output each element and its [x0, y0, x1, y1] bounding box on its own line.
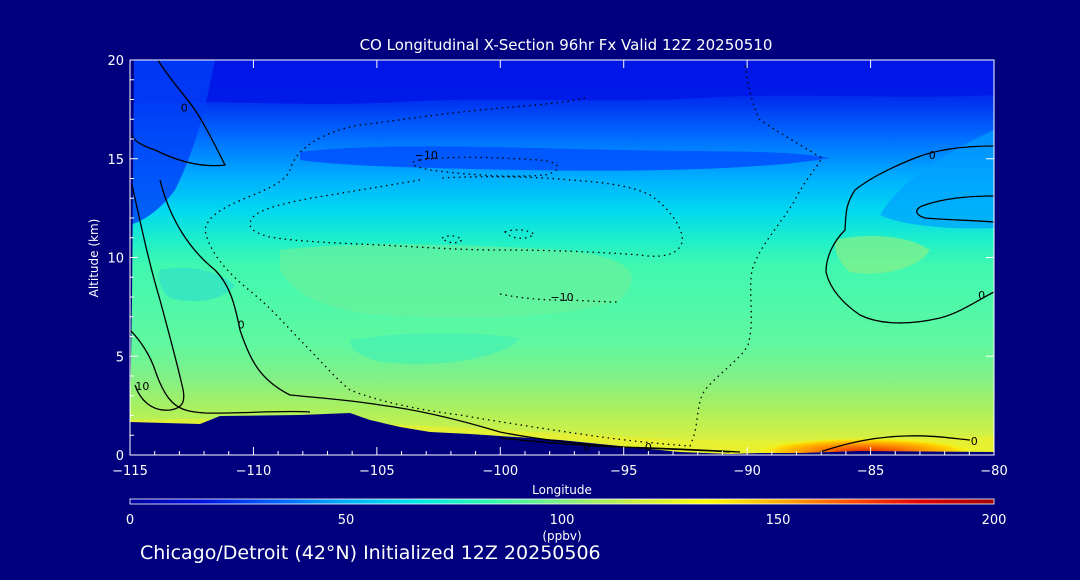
x-axis: −115 −110 −105 −100 −95 −90 −85 −80: [112, 60, 1008, 479]
contour-label: 0: [929, 149, 936, 162]
y-tick-label: 15: [107, 153, 124, 168]
contour-labels: 0 0 10 −10 −10 0 0 0 0 0: [135, 101, 985, 454]
y-tick-label: 10: [107, 252, 124, 267]
contour-minus10-lower: [499, 293, 621, 303]
contour-label: 10: [135, 380, 149, 393]
co-low-layer-top: [130, 60, 994, 104]
contour-minus10-center: [411, 156, 559, 177]
x-tick-label: −110: [236, 464, 272, 479]
contour-lines-dotted: [204, 64, 823, 447]
colorbar: [129, 498, 995, 505]
colorbar-tick-label: 100: [550, 513, 575, 528]
contour-lines-solid: [130, 60, 994, 453]
co-blue-region-right: [880, 130, 994, 229]
x-tick-label: −80: [980, 464, 1007, 479]
y-axis: 0 5 10 15 20: [107, 54, 994, 464]
contour-label: 0: [971, 435, 978, 448]
contour-label: 0: [583, 441, 590, 454]
y-tick-label: 0: [116, 449, 124, 464]
co-blue-wedge-left: [130, 60, 215, 225]
colorbar-tick-label: 200: [982, 513, 1007, 528]
x-tick-label: −95: [610, 464, 637, 479]
contour-zero-right-upper: [825, 145, 994, 324]
colorbar-tick-label: 50: [338, 513, 355, 528]
contour-label: 0: [238, 319, 245, 332]
colorbar-unit-label: (ppbv): [542, 529, 581, 543]
y-tick-label: 20: [107, 54, 124, 69]
contour-zero-right-surface: [819, 435, 971, 453]
contour-label: 0: [645, 441, 652, 454]
x-tick-label: −90: [733, 464, 760, 479]
x-tick-label: −105: [359, 464, 395, 479]
contour-zero-left-upper: [131, 60, 226, 167]
contour-label: 0: [978, 289, 985, 302]
contour-minus10-inner: [249, 176, 683, 257]
x-tick-label: −100: [482, 464, 518, 479]
colorbar-tick-label: 0: [126, 513, 134, 528]
contour-zero-left-lower: [131, 184, 185, 411]
contour-label: −10: [415, 149, 438, 162]
y-axis-label: Altitude (km): [87, 219, 101, 298]
co-cyan-patch-left: [159, 267, 235, 302]
contour-label: −10: [550, 291, 573, 304]
plot-area: 0 0 10 −10 −10 0 0 0 0 0: [130, 60, 994, 455]
colorbar-tick-label: 150: [766, 513, 791, 528]
co-cyan-patch-mid: [350, 332, 520, 364]
terrain-mask-left: [130, 60, 134, 420]
chart-title: CO Longitudinal X-Section 96hr Fx Valid …: [360, 36, 773, 54]
colorbar-ticks: 0 50 100 150 200: [126, 513, 1007, 528]
x-tick-label: −85: [857, 464, 884, 479]
y-tick-label: 5: [116, 350, 124, 365]
co-hot-spot: [755, 438, 975, 455]
co-blue-tongue: [300, 146, 830, 171]
contour-zero-right-inner: [916, 195, 994, 223]
co-green-right: [834, 235, 930, 274]
x-tick-label: −115: [112, 464, 148, 479]
contour-zero-surface-mid: [499, 437, 741, 453]
x-axis-label: Longitude: [532, 483, 592, 497]
terrain-mask: [130, 413, 994, 455]
location-init-label: Chicago/Detroit (42°N) Initialized 12Z 2…: [140, 542, 601, 564]
contour-label: 0: [181, 101, 188, 114]
contour-zero-surface-left: [130, 329, 311, 414]
